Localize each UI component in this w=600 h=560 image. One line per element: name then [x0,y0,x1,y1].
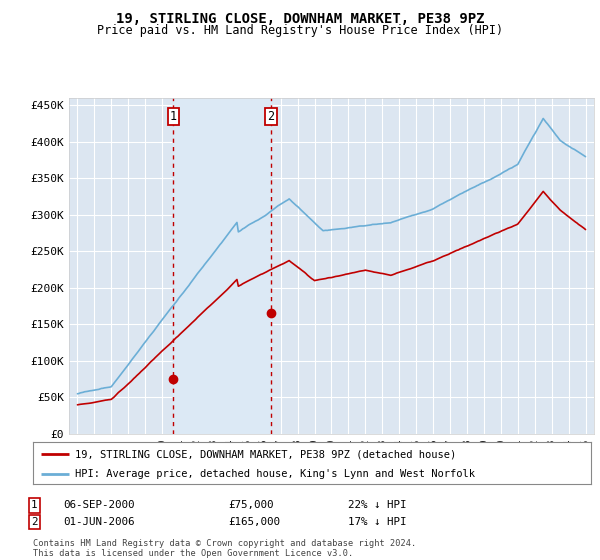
Text: HPI: Average price, detached house, King's Lynn and West Norfolk: HPI: Average price, detached house, King… [75,469,475,479]
Bar [173,98,271,434]
Text: 19, STIRLING CLOSE, DOWNHAM MARKET, PE38 9PZ: 19, STIRLING CLOSE, DOWNHAM MARKET, PE38… [116,12,484,26]
Text: £165,000: £165,000 [228,517,280,527]
Text: 1: 1 [170,110,177,123]
Text: 01-JUN-2006: 01-JUN-2006 [63,517,134,527]
Text: 2: 2 [268,110,274,123]
Text: 06-SEP-2000: 06-SEP-2000 [63,500,134,510]
Text: £75,000: £75,000 [228,500,274,510]
Text: Contains HM Land Registry data © Crown copyright and database right 2024.
This d: Contains HM Land Registry data © Crown c… [33,539,416,558]
Text: 1: 1 [31,500,37,510]
Text: 2: 2 [31,517,37,527]
Text: 17% ↓ HPI: 17% ↓ HPI [348,517,407,527]
Text: 19, STIRLING CLOSE, DOWNHAM MARKET, PE38 9PZ (detached house): 19, STIRLING CLOSE, DOWNHAM MARKET, PE38… [75,449,456,459]
Text: Price paid vs. HM Land Registry's House Price Index (HPI): Price paid vs. HM Land Registry's House … [97,24,503,37]
Text: 22% ↓ HPI: 22% ↓ HPI [348,500,407,510]
